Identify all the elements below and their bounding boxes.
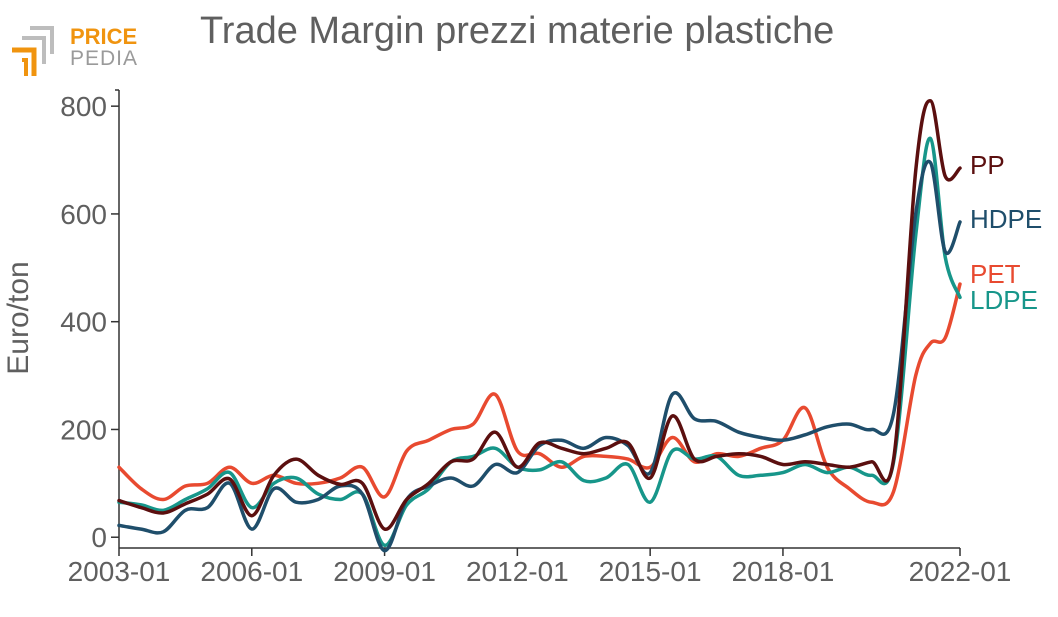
series-label-hdpe: HDPE bbox=[970, 204, 1042, 234]
x-tick-label: 2015-01 bbox=[599, 556, 702, 587]
x-tick-label: 2009-01 bbox=[333, 556, 436, 587]
x-tick-label: 2006-01 bbox=[200, 556, 303, 587]
series-label-ldpe: LDPE bbox=[970, 285, 1038, 315]
y-tick-label: 800 bbox=[60, 91, 107, 122]
series-line-ldpe bbox=[117, 136, 962, 548]
y-tick-label: 0 bbox=[91, 522, 107, 553]
logo-text-pedia: PEDIA bbox=[70, 47, 138, 70]
logo-mark bbox=[12, 26, 54, 76]
series-line-pp bbox=[117, 99, 962, 531]
y-tick-label: 400 bbox=[60, 307, 107, 338]
y-axis-label: Euro/ton bbox=[2, 261, 35, 374]
series-lines bbox=[117, 99, 962, 553]
x-tick-label: 2022-01 bbox=[909, 556, 1012, 587]
logo-text-price: PRICE bbox=[70, 24, 137, 49]
x-tick-label: 2003-01 bbox=[68, 556, 171, 587]
y-tick-label: 600 bbox=[60, 199, 107, 230]
x-tick-label: 2018-01 bbox=[732, 556, 835, 587]
series-label-pet: PET bbox=[970, 259, 1021, 289]
x-tick-label: 2012-01 bbox=[466, 556, 569, 587]
pricepedia-logo: PRICE PEDIA bbox=[12, 24, 138, 76]
series-line-pet bbox=[117, 282, 962, 507]
axes: 0 200 400 600 800 2003-01 2006-01 2009-01 2012-0… bbox=[60, 89, 1012, 587]
series-line-hdpe bbox=[117, 159, 962, 553]
series-label-pp: PP bbox=[970, 150, 1005, 180]
chart-title: Trade Margin prezzi materie plastiche bbox=[200, 10, 835, 52]
y-tick-label: 200 bbox=[60, 414, 107, 445]
